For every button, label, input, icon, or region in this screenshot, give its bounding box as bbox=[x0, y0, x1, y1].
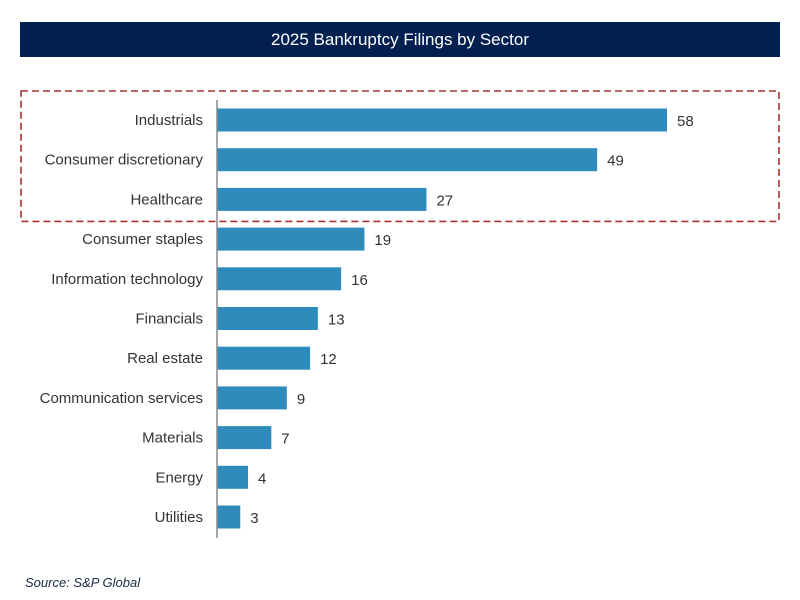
category-label: Consumer staples bbox=[82, 231, 203, 248]
value-label: 9 bbox=[297, 391, 305, 408]
value-label: 7 bbox=[281, 431, 289, 448]
value-label: 12 bbox=[320, 351, 337, 368]
category-label: Communication services bbox=[40, 390, 203, 407]
category-label: Information technology bbox=[51, 271, 203, 288]
bar-energy bbox=[217, 465, 249, 489]
bar-information-technology bbox=[217, 267, 342, 291]
category-label: Real estate bbox=[127, 350, 203, 367]
bar-healthcare bbox=[217, 187, 427, 211]
highlight-box bbox=[20, 90, 780, 223]
source-note: Source: S&P Global bbox=[25, 575, 141, 590]
value-label: 3 bbox=[250, 510, 258, 527]
value-label: 16 bbox=[351, 272, 368, 289]
category-label: Industrials bbox=[135, 112, 203, 129]
bar-utilities bbox=[217, 505, 241, 529]
bar-communication-services bbox=[217, 386, 287, 410]
category-label: Energy bbox=[155, 469, 203, 486]
category-label: Consumer discretionary bbox=[45, 152, 204, 169]
value-label: 27 bbox=[436, 192, 453, 209]
bar-materials bbox=[217, 426, 272, 450]
category-label: Healthcare bbox=[130, 191, 203, 208]
value-label: 49 bbox=[607, 153, 624, 170]
value-label: 13 bbox=[328, 312, 345, 329]
category-label: Utilities bbox=[155, 509, 203, 526]
category-label: Financials bbox=[135, 311, 203, 328]
value-label: 4 bbox=[258, 470, 266, 487]
bar-industrials bbox=[217, 108, 667, 132]
value-label: 58 bbox=[677, 113, 694, 130]
chart-title: 2025 Bankruptcy Filings by Sector bbox=[20, 22, 780, 57]
value-label: 19 bbox=[374, 232, 391, 249]
bar-consumer-discretionary bbox=[217, 148, 598, 172]
bar-real-estate bbox=[217, 346, 311, 370]
bar-consumer-staples bbox=[217, 227, 365, 251]
bar-financials bbox=[217, 307, 318, 330]
category-label: Materials bbox=[142, 430, 203, 447]
